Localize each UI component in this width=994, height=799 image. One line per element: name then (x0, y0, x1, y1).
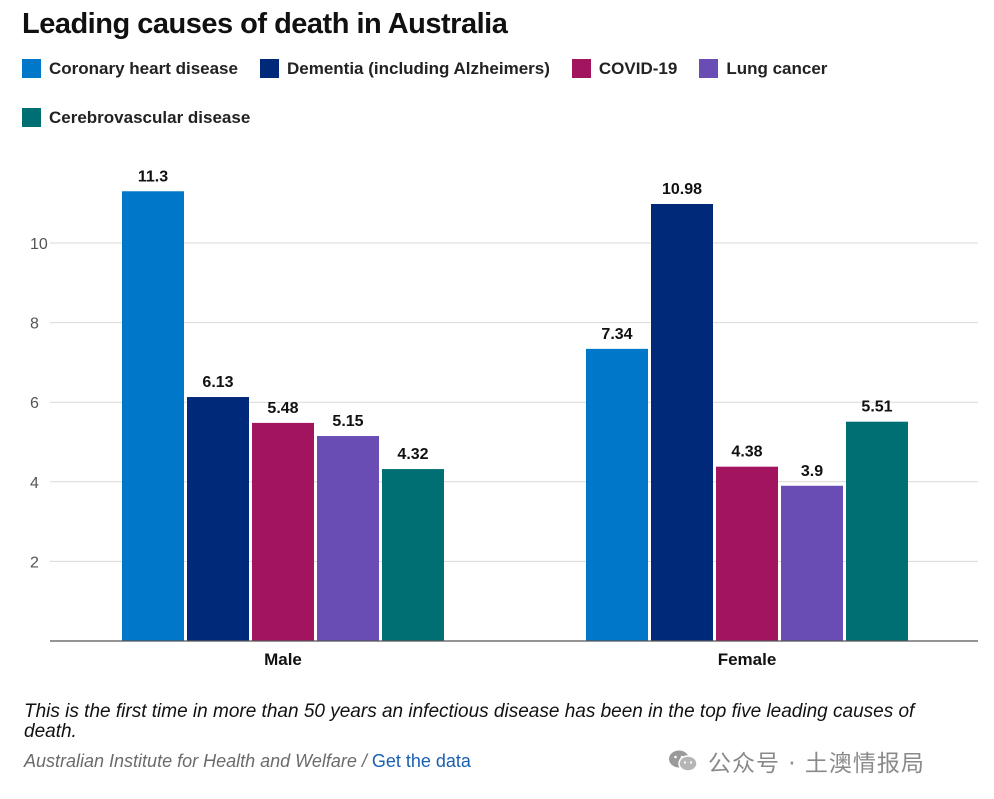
data-label: 5.15 (332, 413, 363, 430)
data-label: 4.38 (731, 444, 762, 461)
y-tick-label: 8 (30, 316, 39, 333)
legend-item: Cerebrovascular disease (22, 107, 250, 128)
legend-item: COVID-19 (571, 58, 678, 79)
wechat-icon (669, 750, 698, 772)
y-tick-label: 2 (30, 554, 39, 571)
bar (846, 421, 908, 641)
y-tick-label: 10 (30, 236, 48, 253)
chart-legend: Coronary heart disease Dementia (includin… (22, 58, 942, 128)
bar-chart: 2 4 6 8 10 11.3 6.13 5.48 5.15 4.32 Male 7.34 10.98 4… (30, 168, 978, 669)
data-label: 7.34 (601, 326, 632, 343)
source-text: Australian Institute for Health and Welf… (24, 751, 372, 771)
x-tick-label: Male (264, 650, 302, 669)
legend-item: Dementia (including Alzheimers) (259, 58, 550, 79)
bar (317, 436, 379, 641)
legend-label: Cerebrovascular disease (49, 107, 251, 127)
bar (586, 348, 648, 641)
watermark: 公众号 · 土澳情报局 (668, 744, 925, 778)
legend-item: Lung cancer (699, 58, 827, 79)
data-label: 5.51 (861, 399, 892, 416)
chart-title: Leading causes of death in Australia (22, 8, 508, 40)
bar (716, 466, 778, 641)
legend-label: Lung cancer (726, 58, 828, 78)
data-label: 10.98 (662, 181, 702, 198)
bar (187, 397, 249, 641)
data-label: 5.48 (267, 400, 298, 417)
data-label: 11.3 (138, 168, 168, 185)
legend-swatch (22, 59, 41, 78)
legend-label: Dementia (including Alzheimers) (286, 58, 550, 78)
watermark-text: 公众号 · 土澳情报局 (708, 751, 925, 777)
bar (781, 485, 843, 641)
legend-swatch (699, 59, 719, 78)
legend-swatch (22, 108, 41, 127)
x-tick-label: Female (718, 650, 777, 669)
data-label: 3.9 (801, 463, 823, 480)
get-the-data-link[interactable]: Get the data (371, 751, 471, 771)
legend-item: Coronary heart disease (22, 58, 238, 79)
y-tick-label: 6 (30, 395, 39, 412)
legend-label: COVID-19 (598, 58, 678, 78)
chart-footnote: This is the first time in more than 50 y… (24, 701, 915, 742)
legend-swatch (571, 59, 591, 78)
legend-label: Coronary heart disease (49, 58, 238, 78)
y-tick-label: 4 (30, 475, 39, 492)
legend-swatch (259, 59, 279, 78)
bar (252, 422, 314, 641)
bar (651, 203, 713, 641)
data-label: 4.32 (397, 446, 428, 463)
bar (382, 469, 444, 641)
bar (122, 191, 184, 641)
source-line: Australian Institute for Health and Welf… (24, 751, 471, 772)
data-label: 6.13 (202, 374, 233, 391)
